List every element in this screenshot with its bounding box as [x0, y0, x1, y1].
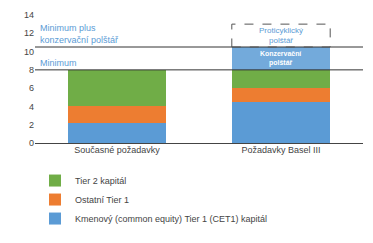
svg-text:Konzervačnípolštář: Konzervačnípolštář	[260, 50, 302, 67]
svg-text:Současné požadavky: Současné požadavky	[74, 145, 160, 155]
svg-text:Ostatní Tier 1: Ostatní Tier 1	[75, 195, 129, 205]
svg-text:Požadavky Basel III: Požadavky Basel III	[241, 145, 320, 155]
svg-text:Tier 2 kapitál: Tier 2 kapitál	[75, 176, 126, 186]
svg-text:Proticyklickýpolštář: Proticyklickýpolštář	[259, 26, 303, 45]
svg-text:10: 10	[24, 47, 34, 57]
svg-text:2: 2	[29, 120, 34, 130]
svg-text:4: 4	[29, 102, 34, 112]
svg-text:Minimum pluskonzervační polštá: Minimum pluskonzervační polštář	[40, 23, 119, 45]
svg-text:Kmenový (common equity) Tier 1: Kmenový (common equity) Tier 1 (CET1) ka…	[75, 214, 267, 224]
svg-text:14: 14	[24, 10, 34, 20]
svg-text:6: 6	[29, 83, 34, 93]
svg-text:0: 0	[29, 138, 34, 148]
svg-text:12: 12	[24, 28, 34, 38]
svg-text:8: 8	[29, 65, 34, 75]
svg-text:Minimum: Minimum	[40, 58, 77, 68]
